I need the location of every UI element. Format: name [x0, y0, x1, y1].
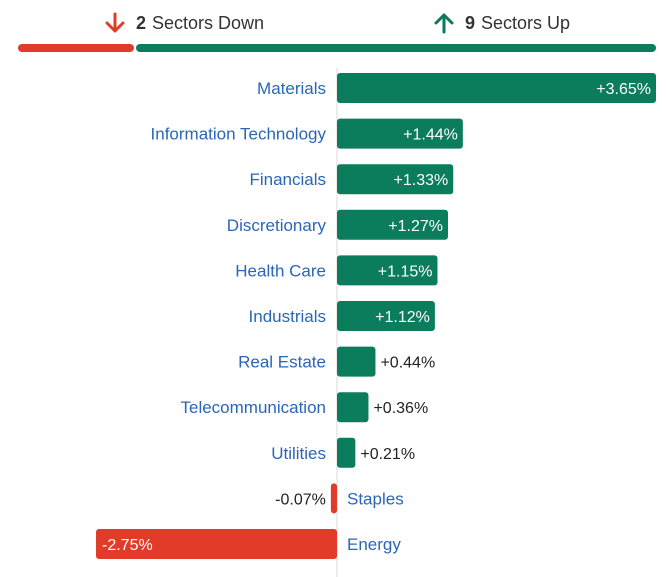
category-label: Materials	[257, 79, 326, 98]
bar-health-care	[337, 255, 438, 286]
arrow-down-icon	[105, 12, 125, 33]
bar-discretionary	[337, 209, 448, 240]
category-label: Energy	[347, 535, 401, 554]
sectors-down-summary: 2 Sectors Down	[104, 10, 264, 36]
category-label: Information Technology	[151, 125, 327, 144]
bar-staples	[330, 483, 337, 514]
category-label: Real Estate	[238, 353, 326, 372]
value-label: +1.33%	[394, 172, 449, 189]
sectors-up-label: Sectors Up	[481, 12, 571, 33]
category-label: Financials	[249, 170, 326, 189]
bar-information-technology	[337, 118, 463, 149]
bar-materials	[337, 73, 656, 103]
sectors-down-label: Sectors Down	[152, 12, 265, 33]
sectors-down-count: 2	[136, 12, 147, 33]
category-label: Health Care	[235, 261, 326, 280]
bar-financials	[337, 164, 454, 195]
value-label: -2.75%	[102, 537, 153, 554]
bar-real-estate	[337, 346, 376, 377]
bar-telecommunication	[337, 392, 369, 423]
category-label: Industrials	[249, 307, 326, 326]
category-label: Staples	[347, 489, 404, 508]
value-label: +1.15%	[378, 263, 433, 280]
category-label: Telecommunication	[180, 398, 326, 417]
value-label: -0.07%	[275, 491, 326, 508]
value-label: +1.12%	[375, 309, 430, 326]
value-label: +3.65%	[596, 81, 651, 98]
sectors-up-summary: 9 Sectors Up	[433, 10, 570, 36]
bar-industrials	[337, 301, 435, 331]
value-label: +1.44%	[403, 127, 458, 144]
sectors-up-count: 9	[465, 12, 476, 33]
value-label: +0.21%	[360, 446, 415, 463]
value-label: +0.44%	[380, 355, 435, 372]
value-label: +1.27%	[388, 218, 443, 235]
category-label: Utilities	[271, 444, 326, 463]
ratio-bar-up-segment	[136, 44, 656, 52]
sector-ratio-bar	[18, 44, 656, 52]
bar-energy	[96, 529, 337, 559]
bar-utilities	[337, 437, 356, 468]
value-label: +0.36%	[373, 400, 428, 417]
category-label: Discretionary	[227, 216, 327, 235]
ratio-bar-down-segment	[18, 44, 134, 52]
arrow-up-icon	[434, 13, 454, 34]
